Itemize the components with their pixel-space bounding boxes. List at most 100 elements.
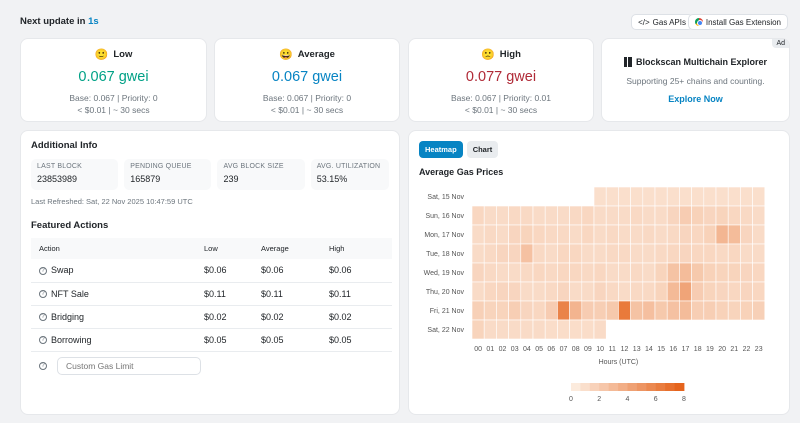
heatmap-cell [654, 186, 668, 207]
stat-avg-block-size: AVG BLOCK SIZE 239 [217, 159, 305, 190]
x-tick-label: 22 [743, 346, 751, 353]
question-circle-icon[interactable]: ? [39, 336, 47, 345]
blockscan-logo-icon [623, 57, 632, 67]
heatmap-cell [752, 243, 766, 264]
heatmap-cell [642, 224, 656, 245]
low-base-priority: Base: 0.067 | Priority: 0 [69, 93, 158, 103]
heatmap-cell [654, 205, 668, 226]
heatmap-cell [642, 300, 656, 321]
stat-label: LAST BLOCK [37, 163, 83, 170]
chart-tabs: Heatmap Chart [419, 141, 779, 158]
heatmap-cell [532, 262, 546, 283]
heatmap-cell [679, 262, 692, 283]
heatmap-cell [557, 243, 570, 264]
heatmap-cell [752, 224, 766, 245]
question-circle-icon[interactable]: ? [39, 266, 47, 275]
legend-tick-label: 2 [597, 396, 601, 403]
heatmap-cell [544, 319, 558, 340]
x-tick-label: 04 [523, 346, 531, 353]
heatmap-cell [715, 224, 729, 245]
heatmap-cell [520, 319, 534, 340]
legend-swatch [674, 383, 685, 391]
heatmap-cell [508, 224, 522, 245]
average-cost-time: < $0.01 | ~ 30 secs [270, 105, 344, 115]
heatmap-cell [532, 243, 546, 264]
heatmap-cell [703, 243, 717, 264]
heatmap-cell [569, 243, 583, 264]
heatmap-cell [544, 205, 558, 226]
question-circle-icon[interactable]: ? [39, 290, 47, 299]
blockscan-ad-card[interactable]: Ad Blockscan Multichain Explorer Support… [601, 38, 790, 122]
heatmap-cell [740, 300, 753, 321]
heatmap-cell [605, 224, 619, 245]
y-tick-label: Mon, 17 Nov [424, 232, 464, 239]
heatmap-cell [483, 224, 497, 245]
grinning-face-icon: 😀 [279, 49, 293, 61]
heatmap-cell [496, 319, 509, 340]
heatmap-cell [557, 319, 570, 340]
heatmap-cell [605, 205, 619, 226]
slightly-smiling-face-icon: 🙂 [94, 49, 109, 61]
question-circle-icon[interactable]: ? [39, 361, 47, 370]
action-name: Borrowing [51, 334, 92, 345]
x-axis-label: Hours (UTC) [599, 359, 639, 366]
heatmap-cell [740, 262, 753, 283]
low-cost-cell: $0.02 [196, 305, 253, 329]
heatmap-cell [520, 262, 534, 283]
heatmap-cell [557, 205, 570, 226]
high-cost-time: < $0.01 | ~ 30 secs [464, 105, 538, 115]
column-header-high: High [321, 238, 392, 259]
average-cost-cell: $0.02 [253, 305, 321, 329]
heatmap-cell [752, 262, 766, 283]
heatmap-cell [569, 262, 583, 283]
heatmap-cell [618, 281, 631, 302]
heatmap-cell [581, 319, 595, 340]
tab-heatmap[interactable]: Heatmap [419, 141, 463, 158]
heatmap-cell [581, 300, 595, 321]
action-name: Swap [51, 265, 74, 276]
gas-apis-button[interactable]: </> Gas APIs [631, 14, 693, 30]
frowning-face-icon: 🙁 [481, 49, 495, 61]
heatmap-cell [520, 281, 534, 302]
legend-tick-label: 8 [682, 396, 686, 403]
heatmap-cell [691, 186, 705, 207]
heatmap-cell [593, 300, 607, 321]
heatmap-cell [630, 186, 644, 207]
heatmap-cell [496, 243, 509, 264]
heatmap-cell [618, 224, 631, 245]
heatmap-cell [752, 281, 766, 302]
heatmap-cell [715, 205, 729, 226]
question-circle-icon[interactable]: ? [39, 313, 47, 322]
heatmap-cell [666, 205, 680, 226]
heatmap-cell [520, 205, 534, 226]
stats-row: LAST BLOCK 23853989 PENDING QUEUE 165879… [31, 159, 390, 190]
heatmap-cell [679, 281, 692, 302]
heatmap-cell [520, 243, 534, 264]
heatmap-cell [618, 205, 631, 226]
install-extension-label: Install Gas Extension [705, 17, 781, 27]
heatmap-cell [715, 243, 729, 264]
heatmap-cell [618, 186, 631, 207]
low-cost-cell: $0.06 [196, 259, 253, 283]
table-row: ? Borrowing $0.05 $0.05 $0.05 [31, 328, 392, 352]
heatmap-cell [618, 262, 631, 283]
heatmap-cell [532, 205, 546, 226]
heatmap-cell [520, 224, 534, 245]
heatmap-cell [727, 281, 741, 302]
heatmap-cell [483, 319, 497, 340]
heatmap-cell [532, 300, 546, 321]
install-extension-button[interactable]: Install Gas Extension [687, 14, 788, 30]
explore-now-link[interactable]: Explore Now [668, 94, 723, 104]
heatmap-cell [679, 205, 692, 226]
heatmap-cell [703, 262, 717, 283]
heatmap-cell [544, 243, 558, 264]
custom-gas-limit-input[interactable] [57, 356, 201, 375]
low-cost-cell: $0.05 [196, 328, 253, 352]
x-tick-label: 11 [609, 346, 616, 353]
tab-chart[interactable]: Chart [466, 141, 499, 158]
heatmap-cell [496, 262, 509, 283]
additional-info-card: Additional Info LAST BLOCK 23853989 PEND… [20, 130, 400, 415]
heatmap-cell [618, 243, 631, 264]
heatmap-cell [605, 300, 619, 321]
y-tick-label: Tue, 18 Nov [426, 251, 464, 258]
